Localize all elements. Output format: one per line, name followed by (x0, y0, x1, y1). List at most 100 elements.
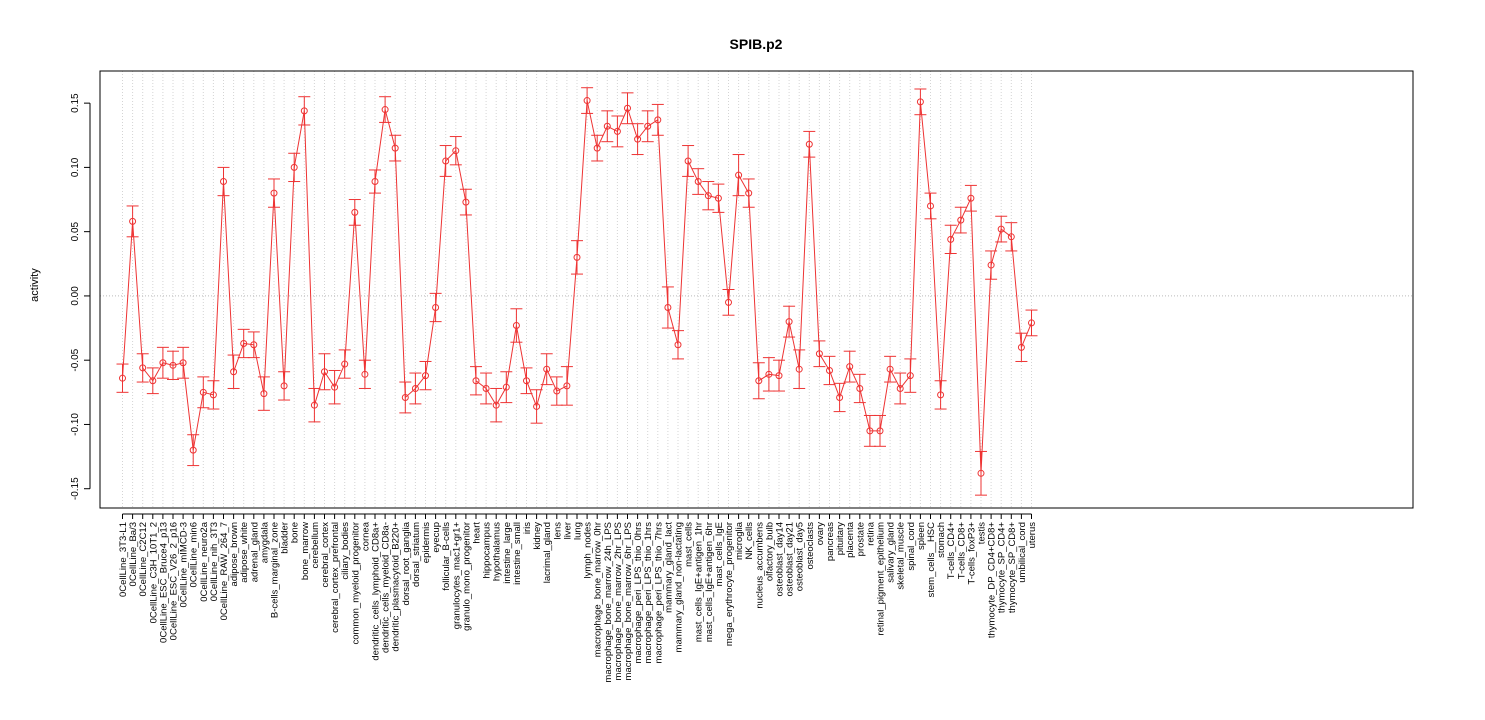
x-tick-label: dorsal_root_ganglia (401, 521, 412, 605)
error-bar (874, 414, 886, 447)
x-tick-label: stem_cells__HSC (926, 522, 937, 598)
error-bar (692, 168, 705, 195)
data-point (240, 339, 248, 347)
data-point (947, 235, 955, 243)
data-point (916, 98, 924, 106)
x-tick-label: lung (573, 522, 584, 540)
data-point (563, 382, 571, 390)
error-bar (237, 328, 250, 359)
x-tick-label: macrophage_peri_LPS_thio_7hrs (653, 522, 664, 664)
x-tick-label: umbilical_cord (1017, 522, 1028, 583)
error-bar (611, 115, 624, 148)
data-point (624, 104, 631, 112)
error-bar (954, 206, 967, 234)
data-point (472, 377, 480, 385)
error-bar (146, 367, 159, 395)
x-tick-label: macrophage_bone_marrow_24h_LPS (603, 522, 614, 683)
x-tick-label: macrophage_peri_LPS_thio_0hrs (633, 522, 644, 664)
error-bar (520, 367, 533, 395)
error-bar (318, 353, 331, 391)
error-bar (722, 289, 735, 316)
error-bar (227, 354, 240, 389)
x-tick-label: macrophage_bone_marrow_6hr_LPS (623, 522, 634, 680)
data-point (189, 446, 197, 454)
error-bar (530, 389, 543, 424)
data-point (977, 469, 985, 477)
data-point (1028, 319, 1035, 327)
error-bar (389, 134, 402, 162)
x-tick-label: bone (290, 522, 301, 543)
x-tick-label: macrophage_bone_marrow_0hr (593, 522, 604, 657)
x-tick-label: mammary_gland_non-lactating (674, 522, 685, 652)
error-bar (217, 166, 230, 197)
error-bar (338, 349, 351, 379)
data-point (856, 384, 864, 392)
data-point (846, 363, 854, 371)
error-bar (773, 359, 785, 392)
error-bar (449, 136, 462, 166)
error-bar (510, 308, 523, 343)
x-tick-label: spleen (916, 522, 927, 550)
data-point (634, 135, 642, 143)
data-point (644, 122, 652, 130)
data-point (230, 368, 238, 376)
error-bar (985, 250, 998, 280)
error-bar (439, 145, 452, 177)
x-tick-label: osteoclasts (805, 522, 816, 570)
error-bar (833, 382, 846, 413)
x-tick-label: mast_cells_IgE (714, 522, 725, 586)
data-point (512, 321, 520, 329)
x-tick-label: 0CellLine_3T3-L1 (118, 522, 129, 597)
data-point (159, 359, 167, 367)
error-bar (661, 286, 674, 329)
data-point (199, 388, 207, 396)
x-tick-label: cerebral_cortex (320, 522, 331, 588)
x-tick-label: B-cells_marginal_zone (270, 522, 281, 618)
error-bar (268, 178, 280, 208)
data-point (523, 377, 530, 385)
error-bar (853, 373, 866, 404)
error-bar (581, 87, 594, 114)
data-point (462, 198, 470, 206)
x-tick-label: bladder (280, 522, 291, 554)
x-tick-label: mammary_gland_lact (663, 522, 674, 613)
x-tick-label: macrophage_peri_LPS_thio_1hrs (643, 522, 654, 664)
data-point (482, 384, 490, 392)
x-tick-label: 0CellLine_C2C12 (138, 522, 149, 596)
data-point (906, 372, 914, 380)
error-bar (762, 357, 775, 392)
data-point (826, 366, 833, 374)
error-bar (672, 330, 684, 360)
error-bar (500, 371, 513, 404)
x-tick-label: ciliary_bodies (340, 522, 351, 580)
error-bar (894, 372, 907, 405)
error-bar (964, 184, 977, 212)
x-tick-label: kidney (532, 522, 543, 550)
error-bar (540, 353, 553, 386)
x-tick-label: eyecup (431, 522, 442, 553)
x-tick-label: NK_cells (744, 522, 755, 560)
error-bar (156, 346, 169, 379)
x-tick-label: T-cells_foxP3+ (966, 522, 977, 585)
error-bar (712, 183, 725, 213)
data-point (452, 147, 460, 155)
error-bar (924, 192, 937, 220)
error-bar (803, 130, 816, 158)
error-bar (490, 387, 503, 423)
data-point (149, 377, 157, 385)
error-bar (843, 350, 856, 383)
x-tick-label: lacrimal_gland (542, 522, 553, 583)
error-bar (884, 355, 897, 383)
x-tick-label: dendritic_cells_lymphoid_CD8a+ (371, 522, 382, 661)
x-tick-label: nucleus_accumbens (754, 522, 765, 609)
data-point (775, 372, 783, 380)
x-tick-label: ovary (815, 522, 826, 545)
data-point (381, 106, 389, 114)
data-point (815, 350, 823, 358)
data-point (209, 391, 217, 399)
x-tick-label: pituitary (835, 522, 846, 556)
y-tick-label: 0.00 (70, 286, 81, 306)
data-point (119, 374, 126, 382)
error-bar (429, 292, 442, 323)
error-bar (863, 414, 876, 447)
